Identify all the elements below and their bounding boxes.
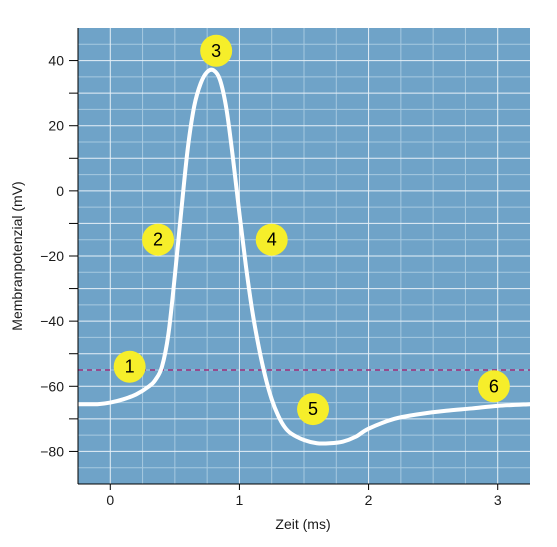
phase-marker-1: 1 (113, 350, 146, 383)
phase-marker-label: 3 (211, 41, 221, 61)
y-tick-label: 20 (48, 118, 64, 134)
x-tick-label: 1 (236, 492, 244, 508)
y-tick-label: −60 (40, 378, 64, 394)
minor-gridlines (78, 28, 530, 484)
y-tick-label: 40 (48, 53, 64, 69)
phase-markers: 1 2 3 4 5 6 (113, 34, 510, 426)
phase-marker-circle (142, 223, 175, 256)
phase-marker-6: 6 (477, 370, 510, 403)
x-axis-title: Zeit (ms) (275, 516, 330, 532)
phase-marker-circle (113, 350, 146, 383)
phase-marker-label: 1 (125, 357, 135, 377)
major-gridlines (78, 28, 530, 484)
phase-marker-3: 3 (200, 34, 233, 67)
y-tick-label: 0 (56, 183, 64, 199)
x-axis-ticks: 0 1 2 3 (106, 484, 502, 508)
phase-marker-label: 4 (267, 230, 277, 250)
membrane-potential-curve (76, 67, 532, 446)
phase-marker-circle (297, 393, 330, 426)
y-tick-label: −80 (40, 443, 64, 459)
y-axis-title: Membranpotenzial (mV) (9, 181, 25, 330)
phase-marker-4: 4 (255, 223, 288, 256)
phase-marker-label: 5 (308, 399, 318, 419)
x-tick-label: 0 (106, 492, 114, 508)
y-tick-label: −20 (40, 248, 64, 264)
x-tick-label: 3 (494, 492, 502, 508)
phase-marker-circle (255, 223, 288, 256)
phase-marker-circle (200, 34, 233, 67)
phase-marker-label: 2 (153, 230, 163, 250)
y-tick-label: −40 (40, 313, 64, 329)
y-axis-ticks: 40 20 0 −20 −40 −60 −80 (40, 53, 78, 459)
phase-marker-circle (477, 370, 510, 403)
phase-marker-label: 6 (489, 376, 499, 396)
phase-marker-5: 5 (297, 393, 330, 426)
phase-marker-2: 2 (142, 223, 175, 256)
x-tick-label: 2 (365, 492, 373, 508)
